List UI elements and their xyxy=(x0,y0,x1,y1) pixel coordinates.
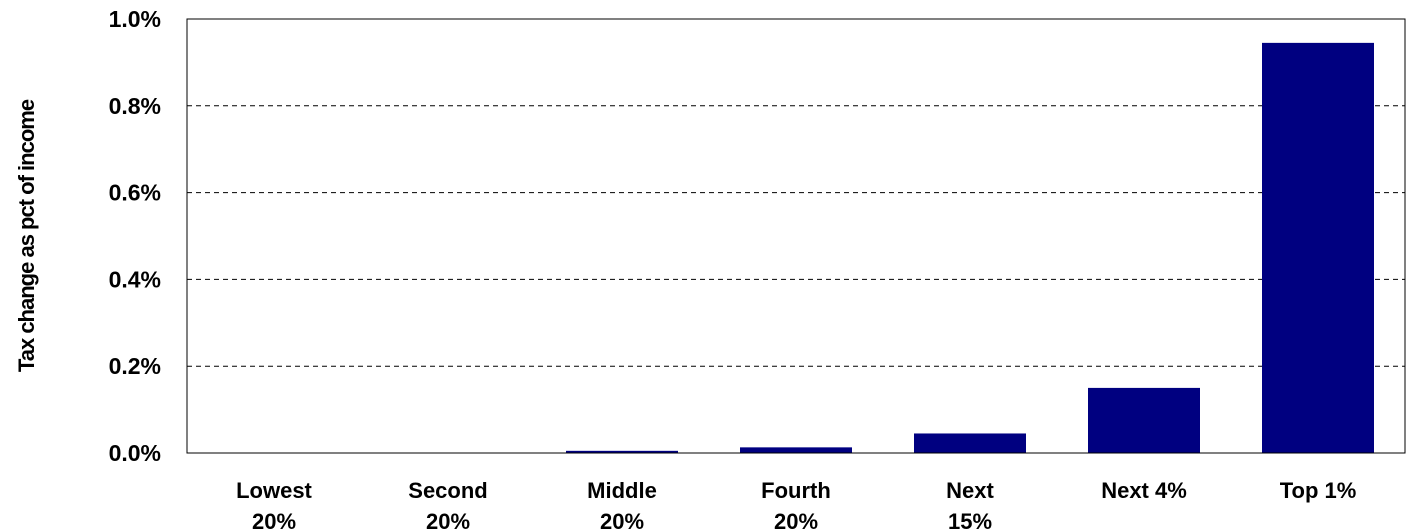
bar xyxy=(566,450,678,453)
plot-area-frame xyxy=(186,18,1406,454)
y-tick-label: 1.0% xyxy=(109,6,161,32)
x-category-label: Fourth 20% xyxy=(761,478,831,532)
y-tick-label: 0.6% xyxy=(109,180,161,206)
bar xyxy=(914,433,1026,453)
x-category-label: Middle 20% xyxy=(587,478,657,532)
x-category-label: Lowest 20% xyxy=(236,478,312,532)
x-category-label: Next 15% xyxy=(946,478,994,532)
y-tick-label: 0.8% xyxy=(109,93,161,119)
x-axis-category-labels: Lowest 20% Second 20% Middle 20% Fourth 20% Next… xyxy=(236,478,1356,532)
y-axis-title: Tax change as pct of income xyxy=(14,99,39,372)
y-axis-tick-labels: 0.0% 0.2% 0.4% 0.6% 0.8% 1.0% xyxy=(109,6,161,466)
bar xyxy=(1088,387,1200,453)
bar xyxy=(1262,42,1374,454)
x-category-label: Next 4% xyxy=(1101,478,1187,503)
gridlines xyxy=(187,105,1405,367)
y-tick-label: 0.4% xyxy=(109,266,161,292)
y-tick-label: 0.0% xyxy=(109,440,161,466)
x-category-label: Second 20% xyxy=(408,478,487,532)
bar xyxy=(740,447,852,453)
y-tick-label: 0.2% xyxy=(109,353,161,379)
x-category-label: Top 1% xyxy=(1280,478,1357,503)
bars xyxy=(566,42,1374,454)
